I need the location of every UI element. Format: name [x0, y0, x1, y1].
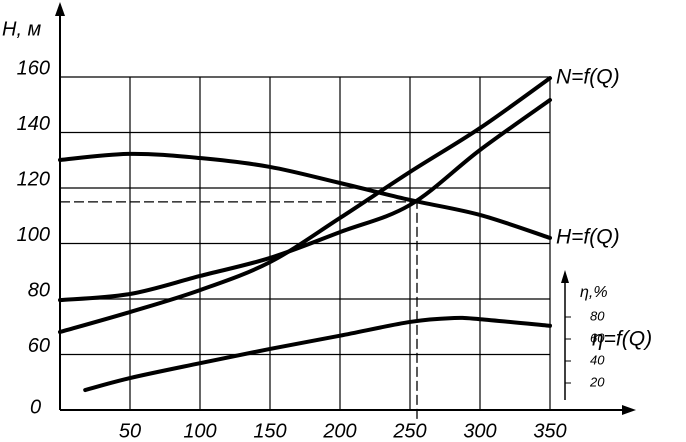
x-tick-label: 300 — [463, 420, 496, 442]
x-tick-label: 50 — [119, 420, 141, 442]
x-tick-label: 350 — [533, 420, 566, 442]
curve-label: N=f(Q) — [556, 66, 620, 89]
y2-tick-label: 60 — [590, 330, 605, 345]
curve-label: H=f(Q) — [556, 225, 620, 248]
y-tick-label: 120 — [17, 168, 50, 190]
y-axis-arrow — [55, 2, 65, 16]
x-tick-label: 150 — [253, 420, 286, 442]
curve — [58, 76, 552, 335]
y-tick-label: 60 — [28, 335, 50, 357]
y-tick-label: 100 — [17, 224, 50, 246]
curve — [58, 151, 552, 240]
curve — [58, 98, 552, 303]
y-tick-label: 160 — [17, 57, 50, 79]
y2-tick-label: 80 — [590, 308, 605, 323]
y-tick-label: 80 — [28, 279, 50, 301]
y2-axis-arrow — [561, 270, 569, 283]
y-axis-label: H, м — [2, 18, 42, 40]
origin-label: 0 — [30, 396, 41, 418]
y2-axis-label: η,% — [580, 284, 608, 301]
curve-label: η=f(Q) — [592, 327, 652, 350]
x-tick-label: 200 — [322, 420, 356, 442]
x-tick-label: 100 — [183, 420, 216, 442]
x-axis-arrow — [622, 405, 636, 415]
y2-tick-label: 40 — [590, 352, 605, 367]
curve — [83, 315, 552, 393]
y2-tick-label: 20 — [589, 374, 605, 389]
x-tick-label: 250 — [392, 420, 426, 442]
y-tick-label: 140 — [17, 113, 50, 135]
